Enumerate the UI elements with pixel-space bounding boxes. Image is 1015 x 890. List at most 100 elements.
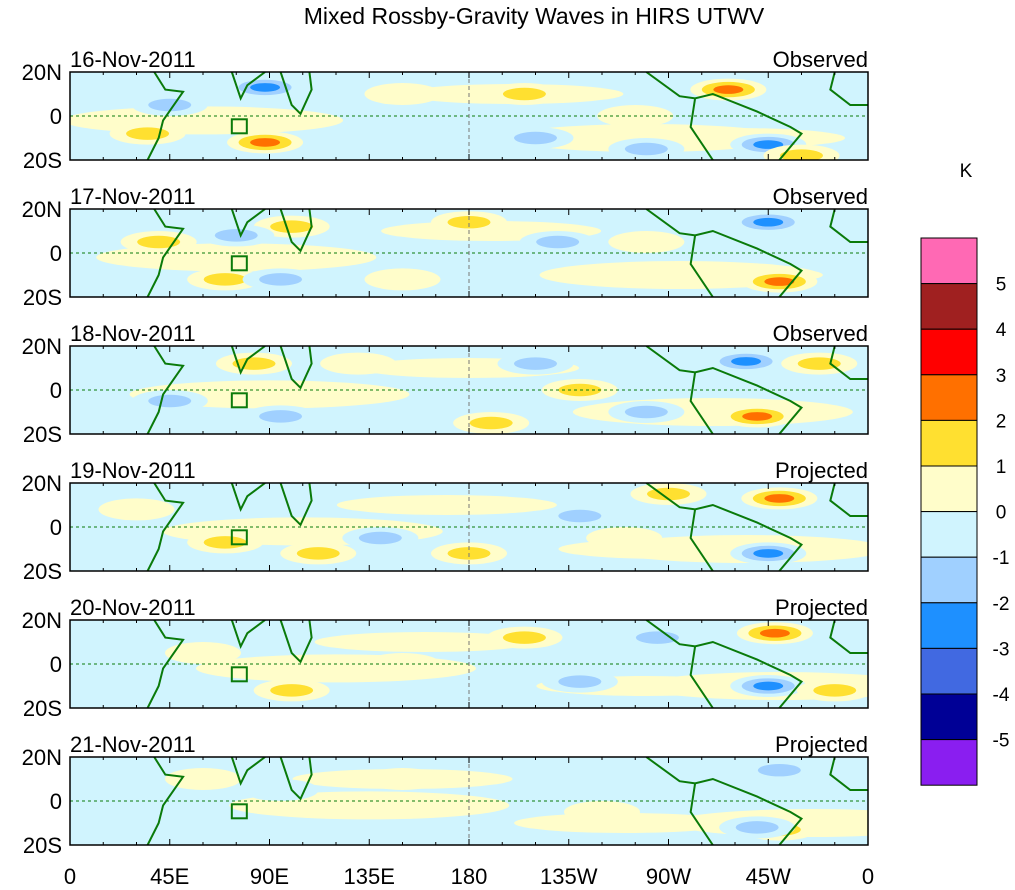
anomaly-contour — [514, 131, 557, 145]
coastline — [829, 346, 868, 380]
anomaly-contour — [358, 531, 402, 545]
anomaly-contour — [502, 87, 546, 101]
colorbar-label: -2 — [993, 594, 1010, 615]
coastline — [689, 646, 714, 708]
anomaly-contour — [558, 509, 602, 523]
anomaly-contour — [214, 229, 258, 242]
colorbar-swatch — [920, 328, 978, 376]
panel-date: 19-Nov-2011 — [70, 458, 196, 483]
anomaly-contour — [364, 268, 441, 291]
x-tick-label: 45W — [746, 864, 791, 889]
y-tick-label: 20S — [23, 285, 62, 310]
coastline — [689, 235, 714, 297]
panel-type: Observed — [773, 321, 868, 346]
colorbar-label: 2 — [996, 411, 1007, 432]
anomaly-contour — [259, 410, 303, 423]
y-tick-label: 20S — [23, 559, 62, 584]
colorbar-label: 5 — [996, 275, 1007, 296]
anomaly-contour — [469, 416, 513, 430]
colorbar-label: -1 — [993, 548, 1010, 569]
region-box — [230, 255, 248, 272]
coastline — [829, 620, 868, 654]
x-tick-label: 0 — [64, 864, 76, 889]
region-box — [230, 118, 248, 135]
region-box — [230, 803, 248, 820]
anomaly-contour — [624, 142, 668, 156]
anomaly-contour — [759, 628, 790, 638]
anomaly-contour — [764, 494, 795, 503]
y-tick-label: 20N — [22, 608, 62, 633]
positive-band — [336, 495, 557, 515]
coastline — [279, 757, 313, 801]
anomaly-contour — [126, 127, 170, 140]
panel-date: 16-Nov-2011 — [70, 47, 196, 72]
panel-date: 17-Nov-2011 — [70, 184, 196, 209]
coastline — [645, 620, 804, 708]
x-tick-label: 45E — [150, 864, 189, 889]
anomaly-contour — [270, 684, 314, 697]
coastline — [230, 209, 266, 238]
anomaly-contour — [203, 273, 247, 286]
anomaly-contour — [203, 536, 247, 549]
y-tick-label: 20S — [23, 696, 62, 721]
panel-type: Projected — [775, 595, 868, 620]
coastline — [689, 98, 714, 160]
coastline — [829, 209, 868, 243]
y-tick-label: 20N — [22, 334, 62, 359]
coastline — [279, 209, 313, 253]
coastline — [146, 209, 185, 297]
y-tick-label: 20N — [22, 60, 62, 85]
x-tick-label: 90E — [250, 864, 289, 889]
colorbar-swatch — [920, 419, 978, 467]
colorbar-label: -5 — [993, 731, 1010, 752]
x-tick-label: 0 — [862, 864, 874, 889]
colorbar-units: K — [960, 161, 973, 182]
coastline — [645, 209, 804, 297]
anomaly-contour — [242, 779, 319, 801]
colorbar-swatch — [920, 693, 978, 741]
anomaly-contour — [165, 768, 241, 790]
anomaly-contour — [148, 98, 192, 112]
anomaly-contour — [250, 138, 281, 147]
coastline — [829, 483, 868, 517]
map-panel: 17-Nov-2011 Observed 20N 0 20S — [22, 184, 869, 310]
coastline — [645, 757, 804, 845]
anomaly-contour — [320, 352, 397, 375]
colorbar-swatch — [920, 283, 978, 330]
positive-band — [314, 632, 535, 652]
colorbar-label: 1 — [996, 457, 1007, 478]
anomaly-contour — [753, 217, 784, 227]
anomaly-contour — [98, 498, 175, 521]
colorbar-label: -3 — [993, 639, 1010, 660]
anomaly-contour — [813, 684, 857, 697]
y-tick-label: 20N — [22, 471, 62, 496]
anomaly-contour — [757, 763, 801, 777]
coastline — [689, 372, 714, 434]
colorbar-label: 4 — [996, 320, 1007, 341]
anomaly-contour — [713, 85, 744, 94]
coastline — [645, 346, 804, 434]
coastline — [279, 72, 313, 116]
y-tick-label: 20N — [22, 197, 62, 222]
anomaly-contour — [780, 149, 823, 160]
anomaly-contour — [558, 675, 602, 688]
map-panel: 18-Nov-2011 Observed 20N 0 20S — [22, 321, 869, 447]
y-tick-label: 20S — [23, 833, 62, 858]
anomaly-contour — [731, 357, 762, 366]
anomaly-contour — [586, 527, 663, 549]
chart-title: Mixed Rossby-Gravity Waves in HIRS UTWV — [304, 3, 765, 29]
anomaly-contour — [536, 235, 580, 249]
panel-date: 21-Nov-2011 — [70, 732, 196, 757]
panel-type: Projected — [775, 458, 868, 483]
anomaly-contour — [364, 83, 441, 105]
anomaly-contour — [514, 357, 557, 370]
colorbar-swatch — [920, 647, 978, 695]
map-panel: 16-Nov-2011 Observed 20N 0 20S — [22, 47, 869, 173]
colorbar-label: 0 — [996, 503, 1007, 524]
y-tick-label: 20N — [22, 745, 62, 770]
panel-type: Projected — [775, 732, 868, 757]
colorbar-swatch — [920, 556, 978, 604]
coastline — [230, 346, 266, 375]
y-tick-label: 0 — [50, 104, 62, 129]
anomaly-contour — [364, 768, 441, 790]
